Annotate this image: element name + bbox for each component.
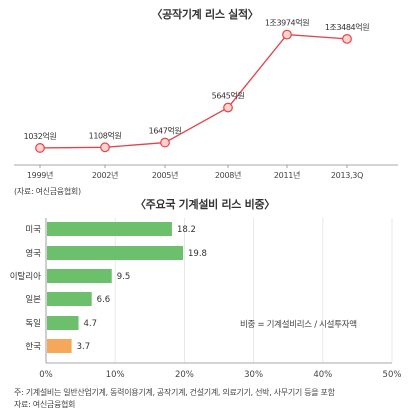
bar — [47, 269, 112, 283]
x-tick-label: 1999년 — [27, 170, 53, 180]
x-tick-label: 0% — [39, 370, 53, 380]
bar-chart-source: 자료: 여신금융협회 — [14, 400, 76, 409]
category-label: 미국 — [25, 225, 41, 235]
x-tick-label: 2013,3Q — [331, 171, 363, 180]
data-label: 5645억원 — [212, 91, 245, 101]
x-tick-label: 30% — [244, 370, 263, 380]
x-tick-label: 10% — [106, 370, 125, 380]
value-label: 6.6 — [97, 295, 111, 305]
category-label: 한국 — [25, 342, 41, 352]
data-label: 1조3974억원 — [265, 18, 309, 28]
bar-chart-title: 〈주요국 기계설비 리스 비중〉 — [134, 198, 275, 211]
bar-chart: 0% 10% 20% 30% 40% 50% 미국 18.2 영국 19.8 이탈리아 9.5 일본 6.… — [10, 218, 402, 380]
x-tick-label: 20% — [175, 370, 194, 380]
x-tick-label: 2005년 — [152, 170, 178, 180]
data-point — [223, 102, 233, 113]
category-label: 이탈리아 — [10, 271, 41, 282]
line-chart: 1999년 2002년 2005년 2008년 2011년 2013,3Q 1032억원 11… — [14, 18, 398, 180]
value-label: 3.7 — [77, 342, 91, 352]
data-point — [35, 143, 45, 153]
bar — [47, 316, 79, 330]
data-point — [282, 29, 292, 40]
category-label: 일본 — [25, 295, 41, 305]
data-label: 1조3484억원 — [325, 22, 369, 32]
bar-chart-annotation: 비중 = 기계설비리스 / 시설투자액 — [240, 320, 357, 330]
data-point — [160, 137, 170, 148]
bar-chart-note: 주: 기계설비는 일반산업기계, 동력이용기계, 공작기계, 건설기계, 의료기… — [14, 388, 335, 397]
bar — [47, 339, 72, 353]
value-label: 18.2 — [177, 225, 196, 235]
data-label: 1032억원 — [24, 131, 57, 141]
line-chart-source: (자료: 여신금융협회) — [14, 187, 81, 196]
x-tick-label: 40% — [313, 370, 332, 380]
value-label: 4.7 — [84, 319, 98, 329]
x-tick-label: 2011년 — [274, 170, 300, 180]
value-label: 19.8 — [188, 249, 207, 259]
data-label: 1108억원 — [89, 130, 122, 140]
x-tick-label: 2002년 — [92, 170, 118, 180]
bar — [47, 292, 92, 306]
x-tick-label: 2008년 — [215, 170, 241, 180]
bar — [47, 222, 172, 236]
data-point — [342, 33, 352, 44]
line-chart-title: 〈공작기계 리스 실적〉 — [151, 8, 259, 21]
bar — [47, 246, 184, 260]
data-point — [100, 142, 110, 153]
series-line — [39, 33, 348, 149]
data-label: 1647억원 — [149, 126, 182, 136]
value-label: 9.5 — [117, 272, 131, 282]
x-tick-label: 50% — [383, 370, 402, 380]
category-label: 영국 — [25, 248, 41, 259]
category-label: 독일 — [25, 319, 41, 329]
